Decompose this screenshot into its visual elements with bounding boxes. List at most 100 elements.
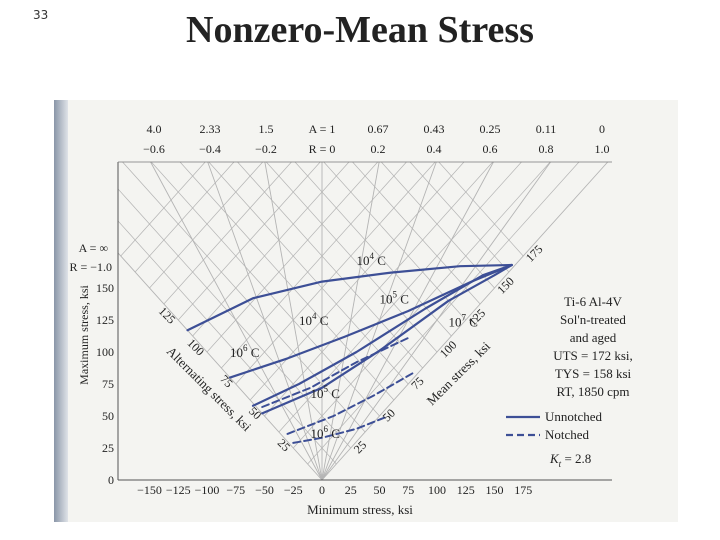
alt-stress-gridline: [192, 161, 350, 337]
kt-label: Kt = 2.8: [549, 451, 591, 469]
alt-stress-gridline: [307, 161, 580, 465]
inf-ratio-r-label: R = −1.0: [69, 260, 112, 274]
top-a-ratio-label: 0.11: [536, 122, 557, 136]
mean-stress-gridline: [323, 161, 467, 321]
x-tick-label: −125: [166, 483, 191, 497]
alt-stress-gridline: [278, 161, 522, 433]
mean-stress-gridline: [117, 188, 352, 449]
top-r-ratio-label: 0.8: [539, 142, 554, 156]
x-tick-label: −50: [255, 483, 274, 497]
curve-label: 107 C: [449, 312, 478, 329]
top-r-ratio-label: 0.6: [483, 142, 498, 156]
curve-label: 105 C: [380, 289, 409, 306]
mean-stress-gridline: [151, 161, 380, 417]
top-a-ratio-label: A = 1: [309, 122, 336, 136]
mean-stress-gridline: [294, 161, 452, 337]
top-a-ratio-label: 0.25: [480, 122, 501, 136]
x-tick-label: −75: [226, 483, 245, 497]
x-tick-label: −150: [137, 483, 162, 497]
alt-stress-gridline: [163, 161, 292, 305]
legend-notched-label: Notched: [545, 427, 590, 442]
alt-stress-tick: 25: [275, 436, 293, 454]
x-tick-label: 75: [402, 483, 414, 497]
notched-curve: [261, 336, 410, 408]
unnotched-curve: [251, 263, 513, 407]
mean-stress-tick: 175: [523, 242, 546, 265]
top-r-ratio-label: −0.4: [199, 142, 221, 156]
top-a-ratio-label: 1.5: [259, 122, 274, 136]
mean-stress-tick: 100: [437, 338, 460, 361]
mean-stress-gridline: [208, 161, 409, 385]
y-tick-label: 0: [108, 473, 114, 487]
alt-stress-gridline: [221, 161, 407, 369]
y-axis-title: Maximum stress, ksi: [77, 285, 91, 385]
alt-stress-gridline: [120, 161, 206, 257]
figure-background: [54, 100, 678, 522]
material-note-line: Sol'n-treated: [560, 312, 626, 327]
alt-stress-tick: 100: [184, 336, 207, 359]
top-r-ratio-label: 0.4: [427, 142, 442, 156]
ratio-ray: [117, 252, 323, 481]
curve-label: 104 C: [357, 251, 386, 268]
y-tick-label: 125: [96, 313, 114, 327]
x-tick-label: −100: [195, 483, 220, 497]
inf-ratio-a-label: A = ∞: [79, 241, 108, 255]
x-tick-label: −25: [284, 483, 303, 497]
mean-stress-gridline: [352, 161, 481, 305]
alt-stress-gridline: [134, 161, 235, 273]
alt-stress-tick: 75: [217, 372, 235, 390]
material-note-line: RT, 1850 cpm: [557, 384, 630, 399]
mean-stress-tick: 25: [351, 438, 369, 456]
alt-stress-tick: 125: [156, 304, 179, 327]
curve-label: 105 C: [311, 384, 340, 401]
top-a-ratio-label: 0.43: [424, 122, 445, 136]
page-title: Nonzero-Mean Stress: [186, 9, 534, 51]
mean-stress-gridline: [117, 220, 337, 465]
alt-stress-gridline: [149, 161, 263, 289]
material-note-line: and aged: [570, 330, 617, 345]
curve-label: 104 C: [299, 311, 328, 328]
curve-label: 106 C: [230, 343, 259, 360]
notched-curve: [292, 416, 387, 444]
top-r-ratio-label: −0.6: [143, 142, 165, 156]
alt-stress-gridline: [264, 161, 493, 417]
unnotched-curve: [186, 263, 513, 332]
top-a-ratio-label: 4.0: [147, 122, 162, 136]
x-axis-title: Minimum stress, ksi: [307, 502, 413, 517]
legend-unnotched-label: Unnotched: [545, 409, 603, 424]
mean-stress-gridline: [237, 161, 423, 369]
material-note-line: UTS = 172 ksi,: [553, 348, 633, 363]
ratio-ray: [321, 161, 609, 481]
notched-curve: [286, 371, 415, 435]
top-r-ratio-label: −0.2: [255, 142, 277, 156]
slide-number: 33: [33, 8, 49, 22]
top-r-ratio-label: R = 0: [309, 142, 336, 156]
x-tick-label: 175: [514, 483, 532, 497]
y-tick-label: 100: [96, 345, 114, 359]
material-note-line: TYS = 158 ksi: [555, 366, 632, 381]
y-tick-label: 150: [96, 281, 114, 295]
mean-stress-gridline: [438, 161, 524, 257]
top-r-ratio-label: 1.0: [595, 142, 610, 156]
alt-stress-gridline: [206, 161, 378, 353]
mean-stress-tick: 75: [408, 374, 426, 392]
mean-stress-gridline: [179, 161, 395, 401]
book-spine: [54, 100, 68, 522]
alt-stress-gridline: [235, 161, 436, 385]
alt-stress-gridline: [249, 161, 465, 401]
x-tick-label: 0: [319, 483, 325, 497]
top-a-ratio-label: 0: [599, 122, 605, 136]
y-tick-label: 75: [102, 377, 114, 391]
x-tick-label: 125: [457, 483, 475, 497]
material-note-line: Ti-6 Al-4V: [564, 294, 622, 309]
top-a-ratio-label: 0.67: [368, 122, 389, 136]
x-tick-label: 150: [486, 483, 504, 497]
x-tick-label: 50: [374, 483, 386, 497]
curve-label: 106 C: [311, 424, 340, 441]
y-tick-label: 25: [102, 441, 114, 455]
alt-stress-gridline: [177, 161, 321, 321]
mean-stress-tick: 150: [494, 274, 517, 297]
mean-stress-gridline: [409, 161, 510, 273]
top-r-ratio-label: 0.2: [371, 142, 386, 156]
